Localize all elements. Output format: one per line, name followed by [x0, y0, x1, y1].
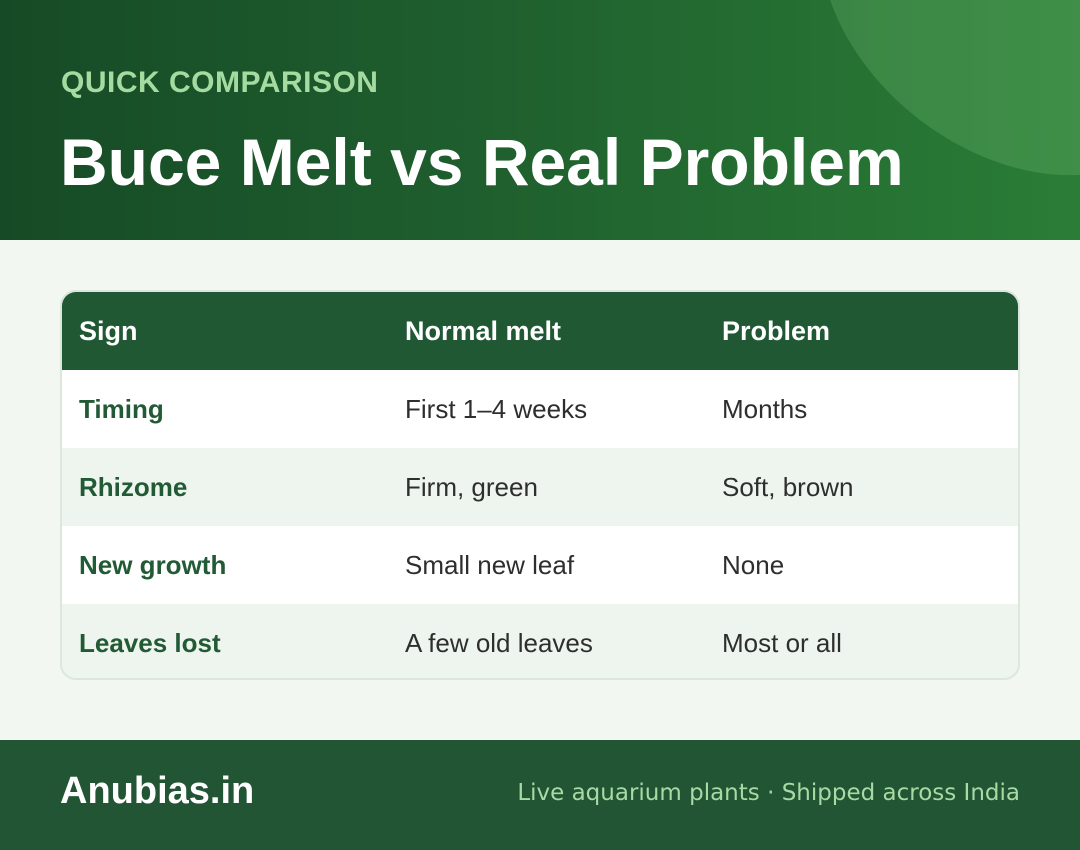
table-row: New growth Small new leaf None [62, 526, 1018, 604]
row-normal-melt: A few old leaves [405, 627, 593, 658]
row-sign: Rhizome [79, 471, 188, 502]
row-problem: None [722, 549, 785, 580]
tagline: Live aquarium plants · Shipped across In… [517, 780, 1020, 806]
footer: Anubias.in Live aquarium plants · Shippe… [0, 740, 1080, 850]
row-sign: Timing [79, 393, 164, 424]
brand-logo-text: Anubias.in [60, 770, 255, 812]
column-header-normal-melt: Normal melt [405, 315, 562, 346]
table-row: Rhizome Firm, green Soft, brown [62, 448, 1018, 526]
page-title: Buce Melt vs Real Problem [60, 125, 904, 199]
column-header-problem: Problem [722, 315, 831, 346]
row-normal-melt: First 1–4 weeks [405, 393, 588, 424]
row-sign: Leaves lost [79, 627, 221, 658]
eyebrow-label: QUICK COMPARISON [61, 66, 379, 99]
main-content: Sign Normal melt Problem Timing First 1–… [0, 240, 1080, 740]
row-normal-melt: Firm, green [405, 471, 538, 502]
decorative-ellipse [752, 0, 1080, 240]
table-row: Timing First 1–4 weeks Months [62, 370, 1018, 448]
table-row: Leaves lost A few old leaves Most or all [62, 604, 1018, 678]
header-banner: QUICK COMPARISON Buce Melt vs Real Probl… [0, 0, 1080, 240]
row-problem: Soft, brown [722, 471, 854, 502]
table-header-row: Sign Normal melt Problem [62, 292, 1018, 370]
comparison-table: Sign Normal melt Problem Timing First 1–… [60, 290, 1020, 680]
row-normal-melt: Small new leaf [405, 549, 575, 580]
row-sign: New growth [79, 549, 227, 580]
row-problem: Months [722, 393, 808, 424]
row-problem: Most or all [722, 627, 842, 658]
column-header-sign: Sign [79, 315, 138, 346]
